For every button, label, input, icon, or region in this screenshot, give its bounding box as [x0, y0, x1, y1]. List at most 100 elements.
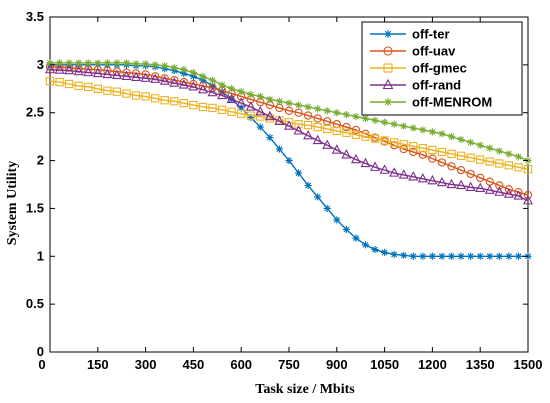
- data-point: [197, 83, 208, 94]
- data-point: [170, 97, 179, 106]
- data-point: [65, 59, 73, 67]
- data-point: [514, 153, 523, 161]
- data-point: [333, 109, 341, 117]
- data-point: [495, 159, 504, 168]
- data-point: [294, 101, 303, 109]
- data-point: [208, 103, 217, 113]
- data-point: [447, 252, 456, 260]
- data-point: [475, 182, 486, 192]
- data-point: [189, 68, 197, 77]
- legend-label: off-gmec: [412, 61, 467, 76]
- data-point: [390, 250, 398, 258]
- data-point: [417, 172, 428, 183]
- data-point: [283, 120, 295, 130]
- data-point: [228, 85, 236, 93]
- data-point: [428, 145, 437, 155]
- legend-item: off-rand: [370, 78, 461, 93]
- data-point: [64, 64, 75, 75]
- data-point: [495, 181, 504, 190]
- data-point: [208, 83, 217, 92]
- data-point: [314, 105, 322, 113]
- data-point: [342, 225, 350, 234]
- data-point: [370, 134, 380, 143]
- data-point: [180, 66, 188, 74]
- data-point: [399, 140, 408, 149]
- data-point: [313, 122, 322, 132]
- data-point: [351, 130, 361, 139]
- data-point: [208, 76, 217, 84]
- legend-label: off-ter: [412, 27, 450, 42]
- data-point: [384, 98, 392, 106]
- data-point: [438, 252, 446, 260]
- x-tick-label: 450: [183, 357, 205, 372]
- data-point: [341, 149, 352, 159]
- data-point: [170, 64, 178, 72]
- data-point: [218, 81, 226, 89]
- data-point: [352, 112, 360, 121]
- data-point: [140, 72, 151, 82]
- data-point: [55, 77, 64, 87]
- data-point: [419, 126, 427, 134]
- data-point: [245, 101, 256, 111]
- data-point: [160, 74, 169, 83]
- data-point: [457, 135, 465, 144]
- data-point: [323, 107, 331, 115]
- data-point: [382, 78, 394, 90]
- data-point: [447, 133, 456, 141]
- data-point: [380, 136, 389, 145]
- data-point: [447, 162, 456, 171]
- data-point: [428, 128, 436, 136]
- data-point: [131, 71, 142, 81]
- x-tick-label: 1200: [418, 357, 447, 372]
- data-point: [93, 84, 102, 93]
- data-point: [178, 79, 189, 89]
- y-tick-label: 1: [37, 248, 44, 263]
- data-point: [199, 76, 207, 84]
- data-point: [217, 89, 228, 100]
- data-point: [437, 158, 447, 167]
- data-point: [92, 67, 103, 78]
- data-point: [323, 204, 331, 213]
- data-point: [303, 129, 314, 140]
- data-point: [44, 63, 56, 74]
- data-point: [121, 70, 132, 80]
- data-point: [159, 75, 170, 85]
- data-point: [112, 87, 122, 96]
- data-point: [398, 169, 409, 179]
- data-point: [227, 107, 236, 116]
- data-point: [522, 195, 534, 205]
- data-point: [294, 169, 303, 177]
- data-point: [331, 144, 342, 154]
- data-point: [409, 124, 417, 132]
- data-point: [381, 248, 389, 257]
- data-point: [256, 92, 264, 101]
- data-point: [74, 81, 83, 91]
- data-point: [55, 59, 64, 67]
- data-point: [476, 141, 484, 149]
- data-point: [505, 252, 513, 260]
- data-point: [256, 112, 265, 121]
- data-point: [188, 81, 199, 91]
- data-point: [247, 90, 255, 99]
- data-point: [207, 86, 218, 97]
- data-point: [383, 46, 393, 56]
- data-point: [351, 125, 361, 135]
- data-point: [304, 103, 312, 111]
- tick-layer: 0 0.5 1 1.5 2 2.5 3 3.5 150 300 450 600 750 900 1050 12…: [26, 9, 543, 372]
- data-point: [379, 164, 390, 174]
- data-point: [384, 30, 392, 38]
- x-tick-label: 1050: [370, 357, 399, 372]
- data-point: [150, 73, 161, 83]
- y-tick-label: 2: [37, 153, 44, 168]
- data-point: [84, 82, 93, 92]
- x-tick-label: 150: [87, 357, 109, 372]
- data-point: [94, 59, 102, 67]
- data-point: [294, 108, 303, 117]
- data-point: [428, 252, 436, 260]
- data-point: [274, 115, 285, 125]
- data-point: [352, 234, 360, 242]
- data-point: [332, 126, 341, 136]
- data-point: [371, 116, 379, 124]
- data-point: [361, 241, 370, 249]
- data-point: [285, 99, 293, 107]
